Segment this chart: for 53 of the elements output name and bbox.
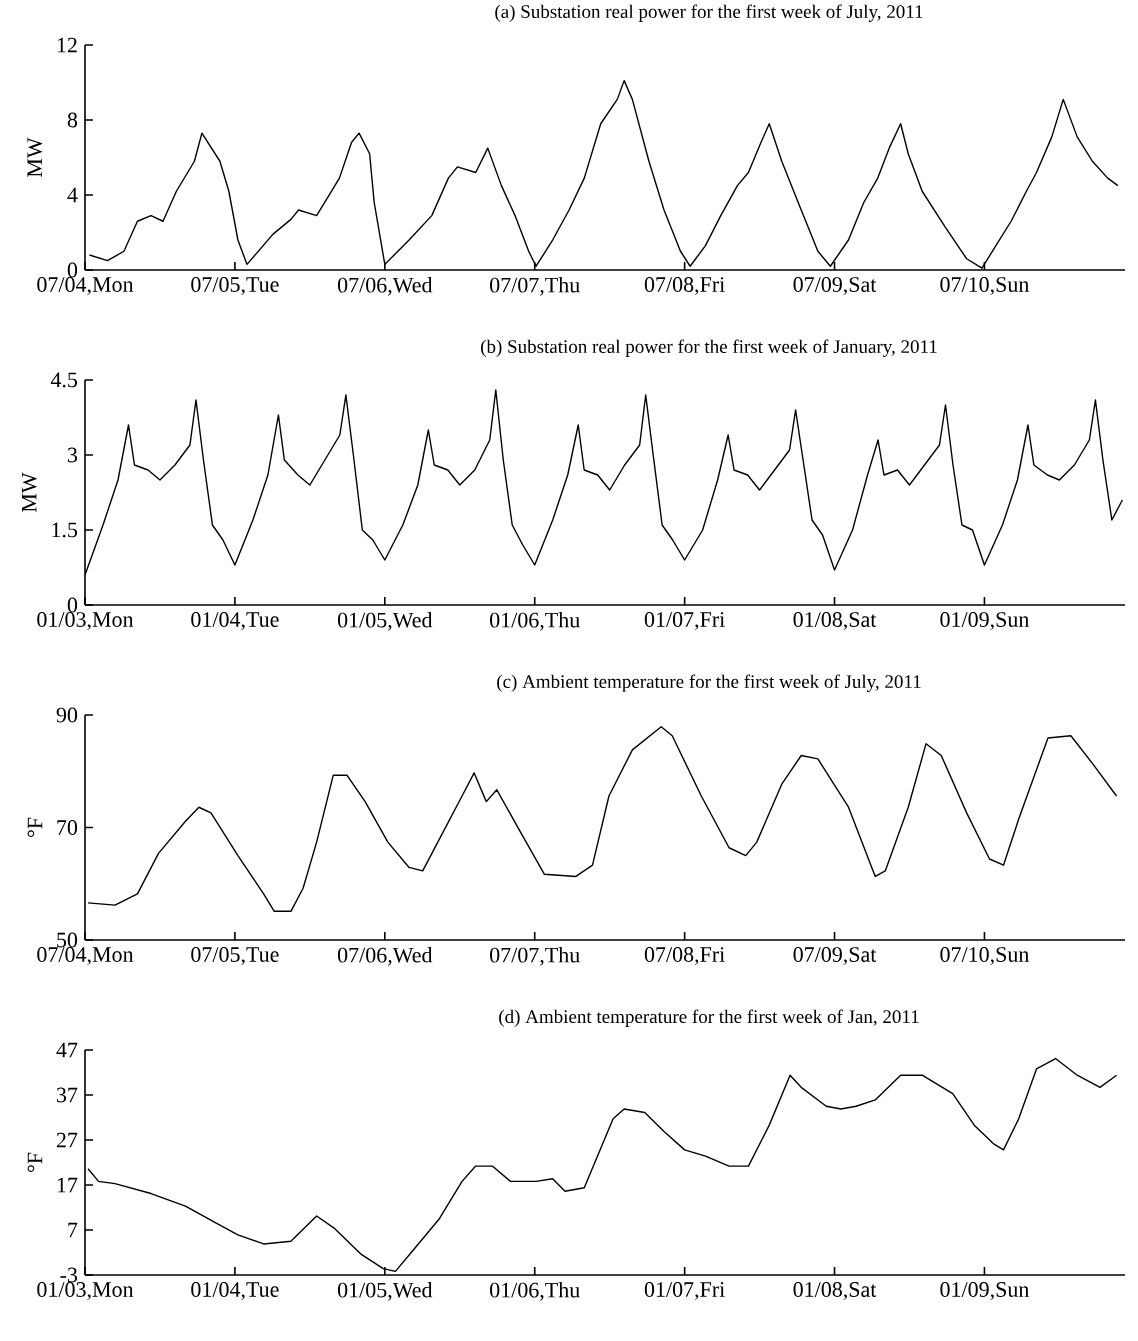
x-tick-label: 07/04,Mon — [37, 947, 134, 966]
y-axis-title: °F — [27, 1152, 43, 1172]
x-tick-label: 01/04,Tue — [191, 612, 279, 631]
x-tick-label: 07/09,Sat — [793, 947, 877, 966]
x-tick-label: 01/09,Sun — [940, 1282, 1030, 1301]
x-tick-label: 01/05,Wed — [337, 612, 433, 631]
y-tick-label: 37 — [57, 1087, 78, 1103]
x-tick-label: 01/07,Fri — [644, 1282, 725, 1301]
x-tick-label: 07/06,Wed — [337, 277, 433, 296]
y-tick-label: 4.5 — [50, 372, 78, 388]
x-tick-label: 01/08,Sat — [793, 612, 877, 631]
y-axis-title: °F — [27, 817, 43, 837]
y-tick-label: 0 — [67, 597, 78, 613]
y-axis-title: MW — [21, 472, 37, 513]
y-tick-label: 12 — [57, 37, 77, 53]
x-tick-label: 01/03,Mon — [37, 612, 134, 631]
y-tick-label: 1.5 — [52, 522, 78, 538]
y-tick-label: 8 — [67, 112, 78, 128]
y-tick-label: 27 — [56, 1132, 78, 1148]
x-tick-label: 07/08,Fri — [644, 947, 725, 966]
x-tick-label: 07/05,Tue — [191, 277, 279, 296]
x-tick-label: 07/07,Thu — [490, 947, 580, 966]
x-tick-label: 07/10,Sun — [940, 947, 1030, 966]
y-tick-label: 90 — [56, 707, 78, 723]
y-axis-title: MW — [27, 137, 43, 178]
chart-title: (a) Substation real power for the first week of July, 2011 — [495, 4, 923, 22]
y-tick-label: -3 — [60, 1267, 78, 1283]
x-tick-label: 07/10,Sun — [940, 277, 1030, 296]
x-tick-label: 01/09,Sun — [940, 612, 1030, 631]
y-tick-label: 3 — [68, 447, 78, 463]
y-tick-label: 17 — [57, 1177, 78, 1193]
y-tick-label: 50 — [57, 932, 78, 948]
y-tick-label: 47 — [56, 1042, 78, 1058]
x-tick-label: 01/05,Wed — [337, 1282, 433, 1301]
chart-title: (d) Ambient temperature for the first week of Jan, 2011 — [499, 1009, 919, 1027]
x-tick-label: 07/08,Fri — [644, 277, 725, 296]
y-tick-label: 0 — [67, 262, 78, 278]
x-tick-label: 01/07,Fri — [644, 612, 725, 631]
x-tick-label: 07/09,Sat — [793, 277, 877, 296]
y-tick-label: 70 — [57, 820, 78, 835]
y-tick-label: 7 — [68, 1222, 78, 1238]
x-tick-label: 01/08,Sat — [793, 1282, 877, 1301]
x-tick-label: 07/06,Wed — [337, 947, 433, 966]
x-tick-label: 01/03,Mon — [37, 1282, 134, 1301]
x-tick-label: 07/05,Tue — [191, 947, 279, 966]
x-tick-label: 01/04,Tue — [191, 1282, 279, 1301]
chart-title: (c) Ambient temperature for the first week of July, 2011 — [497, 674, 921, 692]
x-tick-label: 07/07,Thu — [490, 277, 580, 296]
x-tick-label: 01/06,Thu — [490, 1282, 580, 1301]
x-tick-label: 07/04,Mon — [37, 277, 134, 296]
y-tick-label: 4 — [67, 187, 78, 203]
x-tick-label: 01/06,Thu — [490, 612, 580, 631]
chart-title: (b) Substation real power for the first week of January, 2011 — [481, 339, 937, 357]
